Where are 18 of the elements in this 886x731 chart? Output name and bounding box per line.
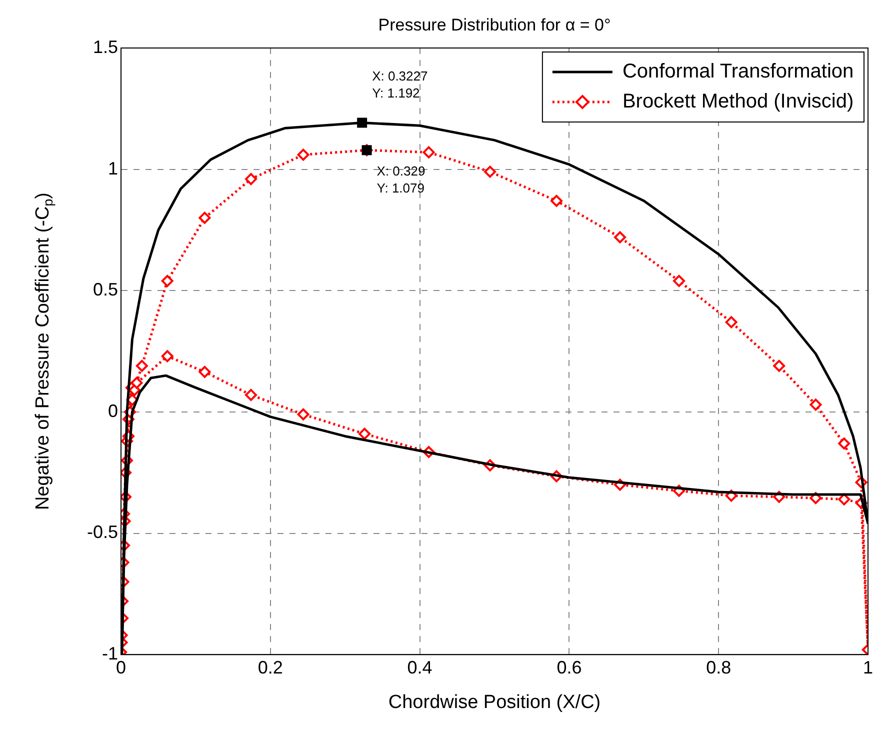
annotation: X: 0.329 Y: 1.079 — [376, 164, 426, 196]
y-tick-label: 1 — [108, 158, 118, 178]
legend-label: Brockett Method (Inviscid) — [622, 90, 854, 113]
annotation: X: 0.3227 Y: 1.192 — [372, 68, 428, 100]
x-tick-label: 0.4 — [407, 657, 432, 678]
y-tick-label: -1 — [102, 644, 118, 664]
y-tick-label: 1.5 — [92, 36, 118, 57]
legend-label: Conformal Transformation — [622, 60, 854, 83]
y-tick-label: -0.5 — [86, 522, 118, 542]
x-tick-label: 0.2 — [258, 657, 283, 678]
x-tick-label: 1 — [862, 657, 874, 678]
x-tick-label: 0.8 — [706, 657, 732, 678]
y-tick-label: 0 — [108, 400, 118, 421]
y-axis-title: Negative of Pressure Coefficient (-Cp) — [32, 192, 56, 510]
chart-title: Pressure Distribution for α = 0° — [378, 16, 611, 35]
x-tick-label: 0.6 — [556, 657, 582, 678]
x-axis-title: Chordwise Position (X/C) — [388, 692, 601, 713]
y-tick-label: 0.5 — [92, 280, 118, 300]
